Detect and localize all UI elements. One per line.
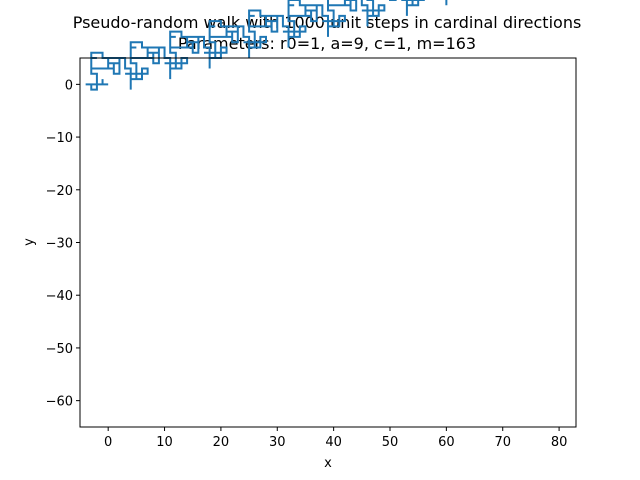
plot-frame: [79, 57, 577, 428]
x-tick-label: 70: [494, 435, 511, 450]
y-axis-ticks: 0 −10 −20 −30 −40 −50 −60: [46, 78, 80, 410]
y-tick-label: −20: [46, 184, 73, 199]
x-axis-label: x: [324, 456, 332, 471]
x-axis-ticks: 0 10 20 30 40 50 60 70 80: [104, 427, 567, 450]
y-axis-label: y: [22, 238, 37, 246]
y-tick-label: −30: [46, 237, 73, 252]
x-tick-label: 30: [269, 435, 286, 450]
y-tick-label: 0: [65, 78, 73, 93]
walk-path: [85, 0, 448, 91]
x-tick-label: 80: [551, 435, 568, 450]
x-tick-label: 40: [325, 435, 342, 450]
y-tick-label: −40: [46, 289, 73, 304]
x-tick-label: 60: [438, 435, 455, 450]
y-tick-label: −10: [46, 131, 73, 146]
x-tick-label: 0: [104, 435, 112, 450]
x-tick-label: 20: [213, 435, 230, 450]
y-tick-label: −60: [46, 395, 73, 410]
x-tick-label: 10: [156, 435, 173, 450]
y-tick-label: −50: [46, 342, 73, 357]
x-tick-label: 50: [382, 435, 399, 450]
